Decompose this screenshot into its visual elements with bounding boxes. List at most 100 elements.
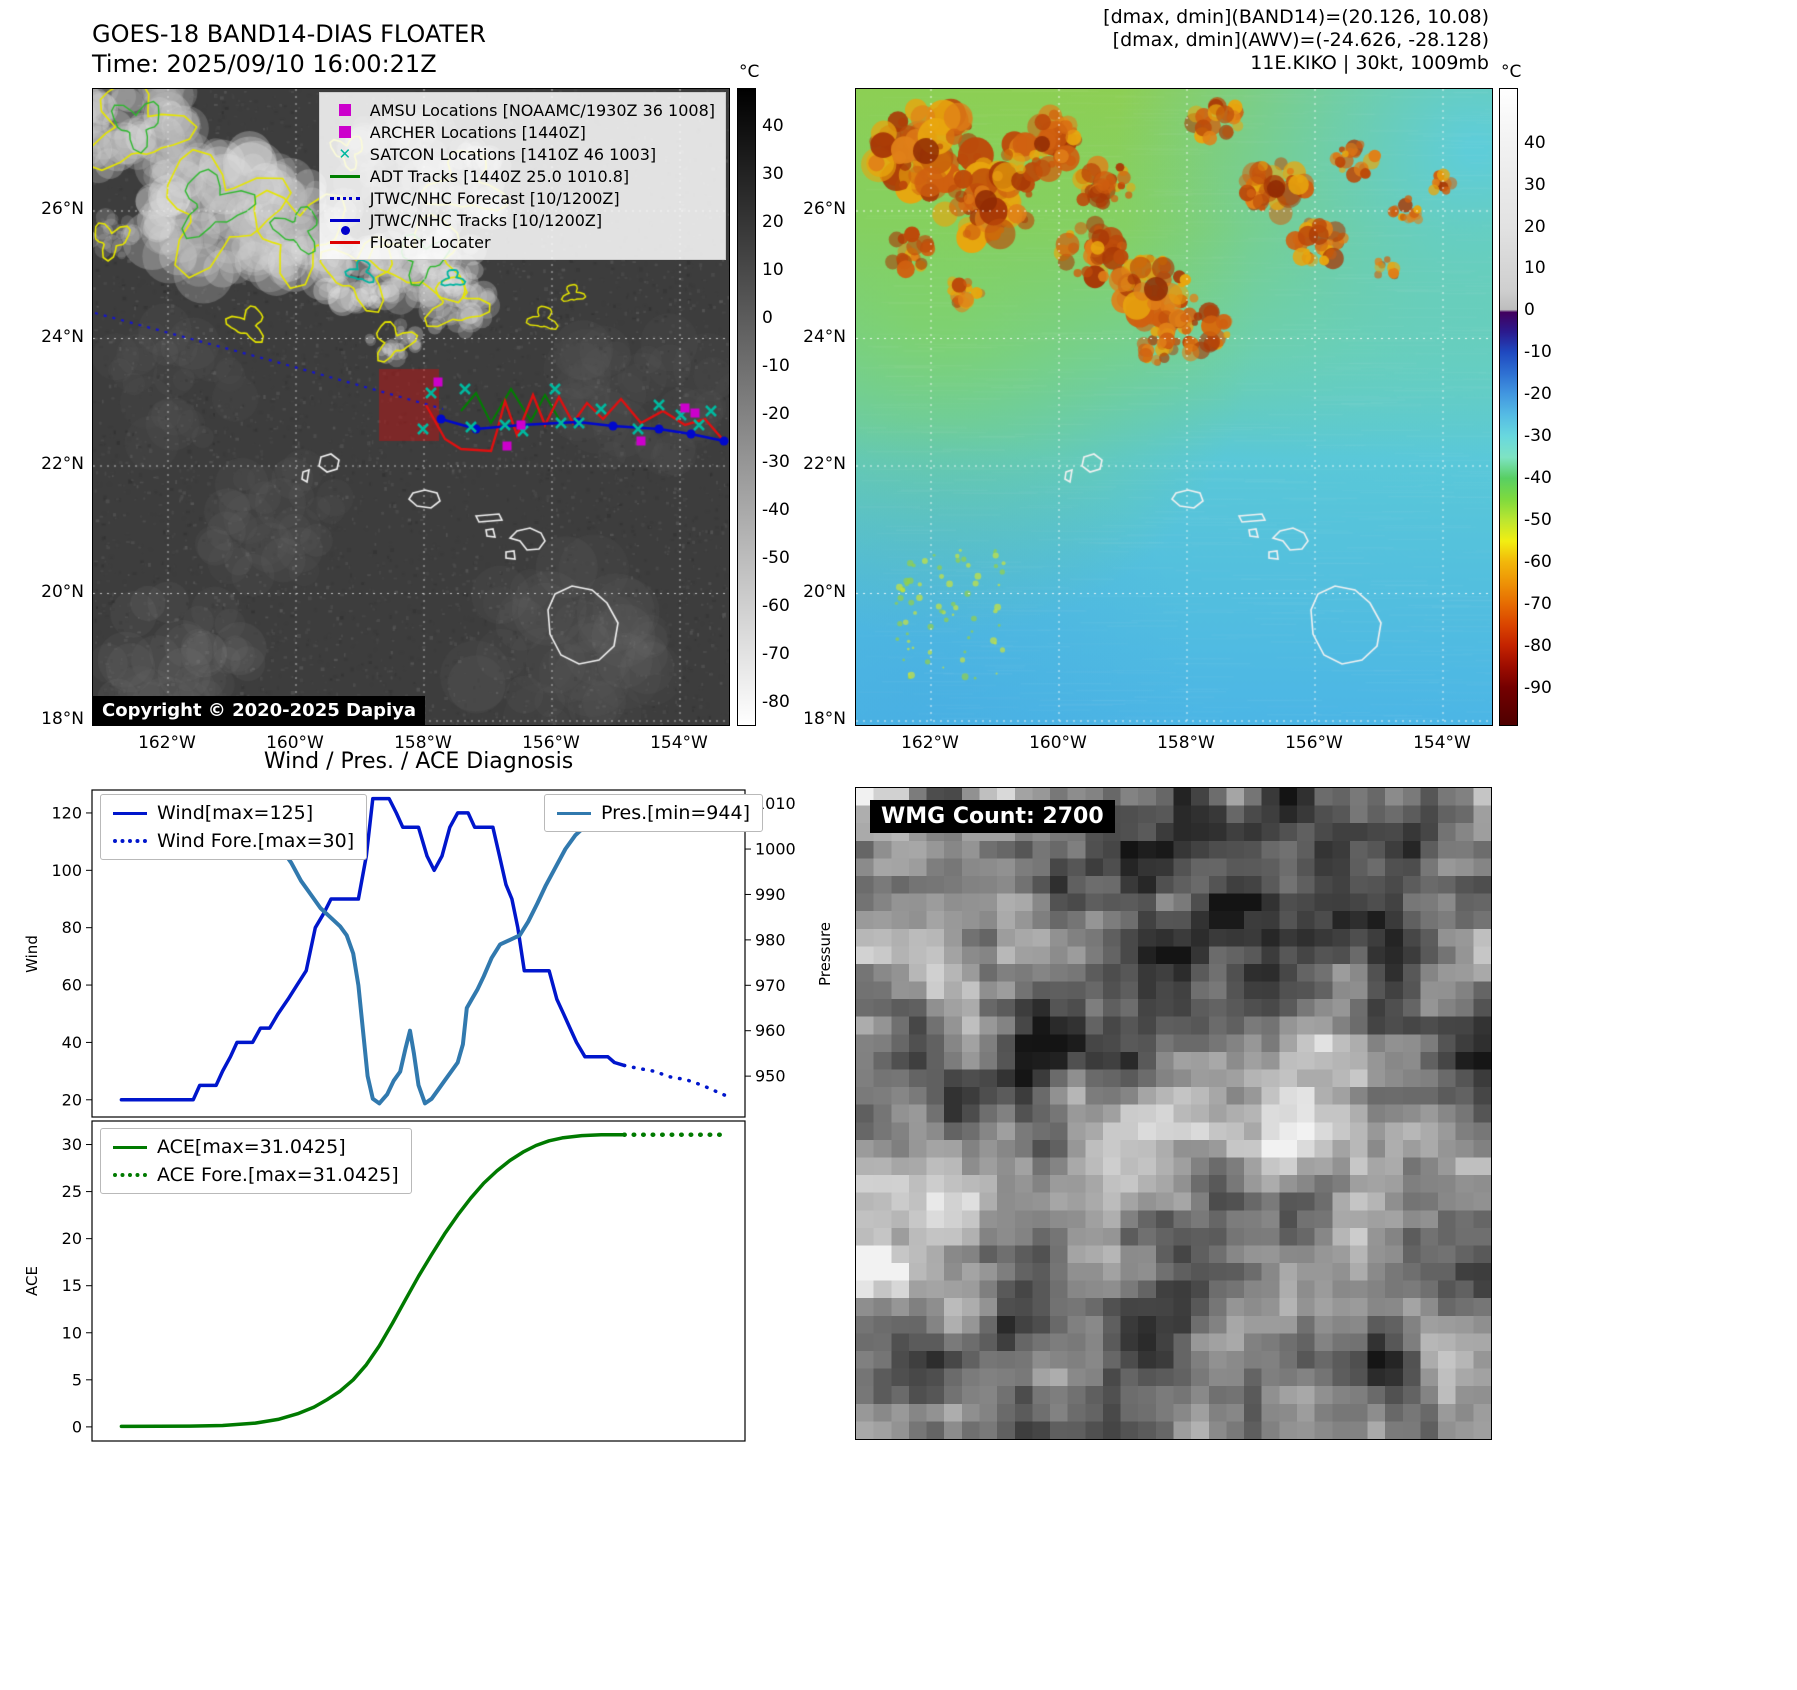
adt-line-icon — [329, 174, 360, 178]
y-tick-label: 0 — [72, 1417, 82, 1436]
wind-fore-legend-label: Wind Fore.[max=30] — [157, 830, 355, 852]
awv-colorbar-unit: °C — [1501, 62, 1522, 82]
y2-tick-label: 980 — [755, 930, 786, 949]
ir-colorbar-tick: -80 — [762, 692, 790, 712]
awv-lat-tick: 22°N — [803, 454, 846, 474]
ir-legend-item: AMSU Locations [NOAAMC/1930Z 36 1008] — [328, 99, 715, 121]
ir-legend-label: ARCHER Locations [1440Z] — [369, 122, 586, 142]
wind-legend-label: Wind[max=125] — [157, 802, 314, 824]
awv-colorbar-tick: 20 — [1524, 216, 1546, 237]
y2-tick-label: 1000 — [755, 840, 796, 859]
track-line-dot-icon — [329, 218, 360, 222]
awv-colorbar-tick: 10 — [1524, 258, 1546, 279]
ir-colorbar-tick: -10 — [762, 356, 790, 377]
y2-tick-label: 1010 — [755, 794, 796, 813]
ir-lat-tick: 26°N — [41, 199, 84, 219]
ace-axis-label: ACE — [23, 1266, 41, 1296]
pres-legend-row: Pres.[min=944] — [557, 799, 750, 827]
ir-lat-tick: 22°N — [41, 454, 84, 474]
ir-legend-label: ADT Tracks [1440Z 25.0 1010.8] — [369, 166, 630, 186]
awv-lat-tick: 26°N — [803, 199, 846, 219]
awv-colorbar-tick: 30 — [1524, 174, 1546, 195]
wmg-count-badge: WMG Count: 2700 — [870, 800, 1115, 833]
ir-colorbar — [737, 88, 756, 726]
y-tick-label: 20 — [62, 1090, 82, 1109]
wmg-image — [856, 788, 1491, 1439]
ir-colorbar-tick: -60 — [762, 596, 790, 617]
diagnosis-title: Wind / Pres. / ACE Diagnosis — [263, 749, 574, 774]
pres-line-icon — [557, 811, 591, 815]
awv-header-band14: [dmax, dmin](BAND14)=(20.126, 10.08) — [1103, 6, 1489, 28]
ir-legend-item: JTWC/NHC Forecast [10/1200Z] — [328, 187, 715, 209]
ir-legend-item: JTWC/NHC Tracks [10/1200Z] — [328, 209, 715, 235]
awv-lon-tick: 162°W — [901, 733, 959, 753]
y-tick-label: 40 — [62, 1033, 82, 1052]
ir-colorbar-tick: -70 — [762, 644, 790, 665]
ir-colorbar-tick: 20 — [762, 212, 784, 233]
ir-legend-item: ✕ SATCON Locations [1410Z 46 1003] — [328, 143, 715, 165]
awv-colorbar-tick: -70 — [1524, 594, 1552, 615]
awv-colorbar — [1499, 88, 1518, 726]
series-Pres.[min=944] — [266, 801, 627, 1106]
y-tick-label: 5 — [72, 1370, 82, 1389]
y2-tick-label: 960 — [755, 1021, 786, 1040]
ir-colorbar-unit: °C — [739, 62, 760, 82]
adt-line-icon — [328, 174, 362, 178]
ir-time: Time: 2025/09/10 16:00:21Z — [92, 50, 437, 78]
ir-colorbar-tick: 0 — [762, 308, 773, 329]
awv-lon-tick: 156°W — [1285, 733, 1343, 753]
y-tick-label: 100 — [51, 861, 82, 880]
awv-lon-tick: 154°W — [1413, 733, 1471, 753]
y2-tick-label: 950 — [755, 1067, 786, 1086]
ir-lat-tick: 24°N — [41, 326, 84, 347]
awv-lat-tick: 20°N — [803, 581, 846, 602]
ir-legend-item: ADT Tracks [1440Z 25.0 1010.8] — [328, 165, 715, 187]
archer-square-icon — [338, 126, 351, 138]
ir-legend-label: Floater Locater — [369, 232, 491, 252]
ir-legend-label: JTWC/NHC Tracks [10/1200Z] — [369, 210, 603, 230]
y-tick-label: 80 — [62, 918, 82, 937]
ir-colorbar-tick: 30 — [762, 164, 784, 185]
awv-header-awv: [dmax, dmin](AWV)=(-24.626, -28.128) — [1112, 29, 1489, 51]
awv-header-storm: 11E.KIKO | 30kt, 1009mb — [1250, 52, 1489, 74]
awv-lat-tick: 18°N — [803, 709, 846, 729]
series-Wind[max=125] — [119, 796, 626, 1102]
ir-map-legend: AMSU Locations [NOAAMC/1930Z 36 1008] ARC… — [318, 92, 726, 260]
wind-axis-label: Wind — [23, 935, 41, 973]
pres-legend-label: Pres.[min=944] — [601, 802, 750, 824]
forecast-dotted-line-icon — [329, 196, 360, 200]
awv-lon-tick: 160°W — [1029, 733, 1087, 753]
pressure-axis-label: Pressure — [816, 921, 834, 987]
awv-lon-tick: 158°W — [1157, 733, 1215, 753]
ir-lon-tick: 156°W — [522, 733, 580, 753]
y-tick-label: 25 — [62, 1182, 82, 1201]
awv-satellite-image — [856, 89, 1492, 725]
ir-colorbar-tick: -20 — [762, 404, 790, 425]
y2-tick-label: 990 — [755, 885, 786, 904]
awv-colorbar-tick: -20 — [1524, 384, 1552, 405]
copyright-badge: Copyright © 2020-2025 Dapiya — [93, 696, 426, 725]
ir-lon-tick: 154°W — [650, 733, 708, 753]
archer-square-icon — [328, 126, 362, 138]
wind-line-icon — [113, 811, 147, 815]
awv-colorbar-tick: -40 — [1524, 468, 1552, 489]
ir-colorbar-tick: -50 — [762, 548, 790, 569]
ir-lon-tick: 162°W — [138, 733, 196, 753]
ir-colorbar-tick: 10 — [762, 260, 784, 281]
ir-legend-label: SATCON Locations [1410Z 46 1003] — [369, 144, 657, 164]
ir-lat-tick: 18°N — [41, 709, 84, 729]
y-tick-label: 10 — [62, 1323, 82, 1342]
awv-lat-tick: 24°N — [803, 326, 846, 347]
amsu-square-icon — [338, 104, 351, 116]
wind-legend-row: Wind[max=125] — [113, 799, 354, 827]
awv-colorbar-tick: -30 — [1524, 426, 1552, 447]
series-Wind Fore.[max=30] — [622, 1063, 731, 1099]
ir-map: AMSU Locations [NOAAMC/1930Z 36 1008] ARC… — [92, 88, 730, 726]
awv-colorbar-tick: -80 — [1524, 636, 1552, 657]
ir-legend-label: JTWC/NHC Forecast [10/1200Z] — [369, 188, 620, 208]
ace-fore-dotted-line-icon — [113, 1173, 147, 1177]
ir-colorbar-tick: -30 — [762, 452, 790, 473]
ir-legend-item: Floater Locater — [328, 231, 715, 253]
satcon-x-icon: ✕ — [338, 145, 352, 163]
